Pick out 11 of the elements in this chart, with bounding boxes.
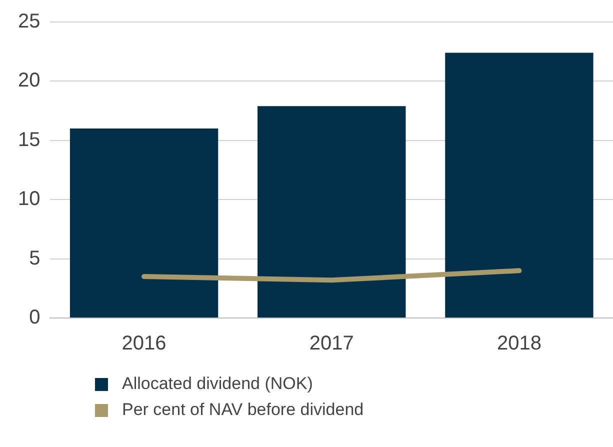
legend-label: Allocated dividend (NOK) <box>122 374 313 394</box>
x-tick-label: 2016 <box>122 332 166 355</box>
y-tick-label: 15 <box>18 128 40 151</box>
x-tick-label: 2018 <box>496 332 542 355</box>
x-tick-label: 2017 <box>309 332 354 355</box>
y-tick-label: 0 <box>29 306 40 329</box>
y-tick-label: 20 <box>18 70 40 92</box>
y-tick-label: 10 <box>18 188 40 210</box>
legend-label: Per cent of NAV before dividend <box>122 400 364 420</box>
y-tick-label: 25 <box>18 10 40 33</box>
y-tick-label: 5 <box>29 247 40 270</box>
